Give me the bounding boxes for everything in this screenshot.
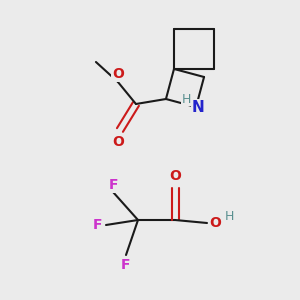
Text: H: H bbox=[224, 209, 234, 223]
Text: F: F bbox=[121, 258, 131, 272]
Text: O: O bbox=[112, 135, 124, 149]
Text: H: H bbox=[181, 93, 191, 106]
Text: O: O bbox=[169, 169, 181, 183]
Text: F: F bbox=[93, 218, 103, 232]
Text: F: F bbox=[108, 178, 118, 192]
Text: O: O bbox=[209, 216, 221, 230]
Text: N: N bbox=[192, 100, 204, 115]
Text: O: O bbox=[112, 67, 124, 81]
